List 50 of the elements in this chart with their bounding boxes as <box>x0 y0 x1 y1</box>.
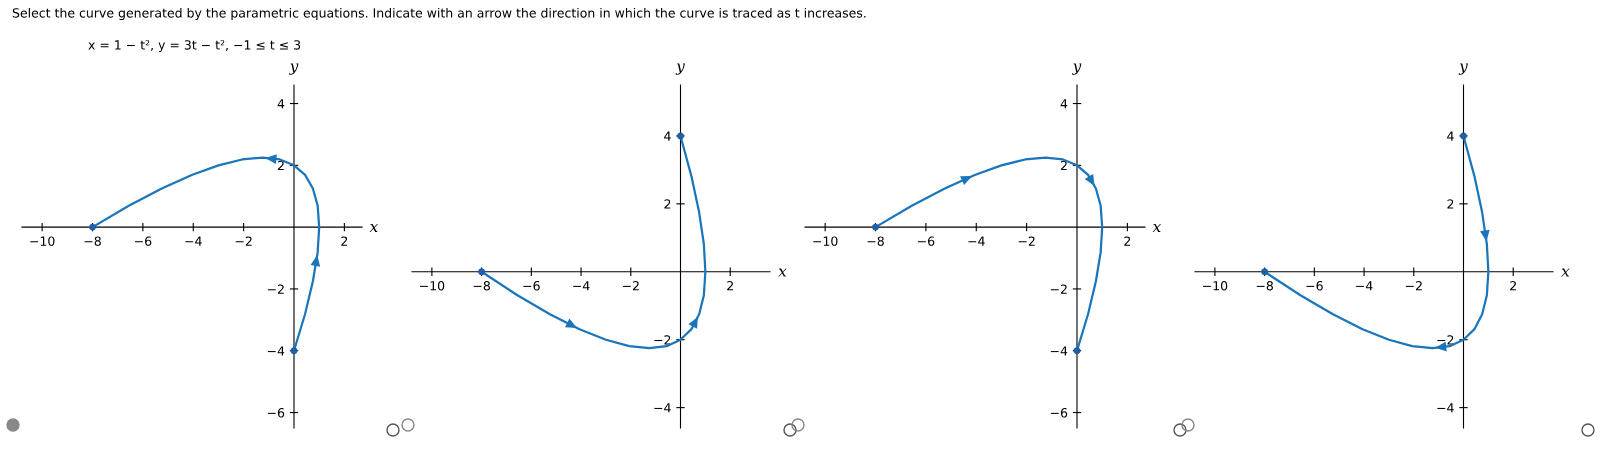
y-axis-title: y <box>1458 63 1468 75</box>
y-tick-label: −4 <box>1437 403 1454 413</box>
y-axis-title: y <box>675 63 685 75</box>
x-axis-title: x <box>1561 268 1570 277</box>
chart-subtitle: x = 1 − t², y = 3t − t², −1 ≤ t ≤ 3 <box>88 40 301 53</box>
y-axis-title: y <box>1072 63 1082 75</box>
y-tick-label: 2 <box>664 199 671 209</box>
y-tick-label: −2 <box>1437 335 1454 345</box>
x-axis-title: x <box>778 268 787 277</box>
x-tick-label: −2 <box>622 281 639 291</box>
x-tick-label: −2 <box>1018 236 1035 246</box>
x-tick-label: −2 <box>1405 281 1422 291</box>
x-tick-label: 2 <box>1124 236 1131 246</box>
y-tick-label: 4 <box>664 131 671 141</box>
y-tick-label: −6 <box>1050 408 1068 418</box>
y-tick-label: −4 <box>267 346 285 356</box>
x-tick-label: −4 <box>573 281 590 291</box>
x-tick-label: −2 <box>235 236 252 246</box>
y-tick-label: 4 <box>1447 131 1454 141</box>
y-tick-label: −2 <box>654 335 671 345</box>
x-tick-label: −10 <box>420 281 445 291</box>
x-tick-label: −8 <box>473 281 490 291</box>
x-tick-label: 2 <box>727 281 733 291</box>
y-tick-label: −4 <box>1050 346 1068 356</box>
y-tick-label: 2 <box>277 160 284 171</box>
x-tick-label: −4 <box>968 236 985 246</box>
y-tick-label: 2 <box>1447 199 1454 209</box>
x-tick-label: −8 <box>1256 281 1273 291</box>
y-tick-label: 2 <box>1060 160 1067 171</box>
x-tick-label: −4 <box>1356 281 1373 291</box>
x-tick-label: 2 <box>341 236 348 246</box>
x-tick-label: −6 <box>523 281 540 291</box>
x-axis-title: x <box>369 223 378 232</box>
y-tick-label: −4 <box>654 403 671 413</box>
x-tick-label: −10 <box>30 236 55 246</box>
x-tick-label: −8 <box>84 236 101 246</box>
y-tick-label: 4 <box>277 99 285 109</box>
x-tick-label: −6 <box>135 236 152 246</box>
x-tick-label: −6 <box>1306 281 1323 291</box>
x-tick-label: −10 <box>813 236 838 246</box>
x-tick-label: −4 <box>185 236 202 246</box>
x-axis-title: x <box>1152 223 1161 232</box>
text: Select the curve generated by the parametric equations. Indicate with an arrow the direction in which the curve is traced as t increases. <box>12 7 866 21</box>
x-tick-label: −8 <box>867 236 884 246</box>
x-tick-label: −6 <box>918 236 935 246</box>
y-tick-label: 4 <box>1060 99 1068 109</box>
x-tick-label: −10 <box>1203 281 1228 291</box>
y-tick-label: −6 <box>267 408 285 418</box>
x-tick-label: 2 <box>1510 281 1516 291</box>
y-axis-title: y <box>289 63 299 75</box>
